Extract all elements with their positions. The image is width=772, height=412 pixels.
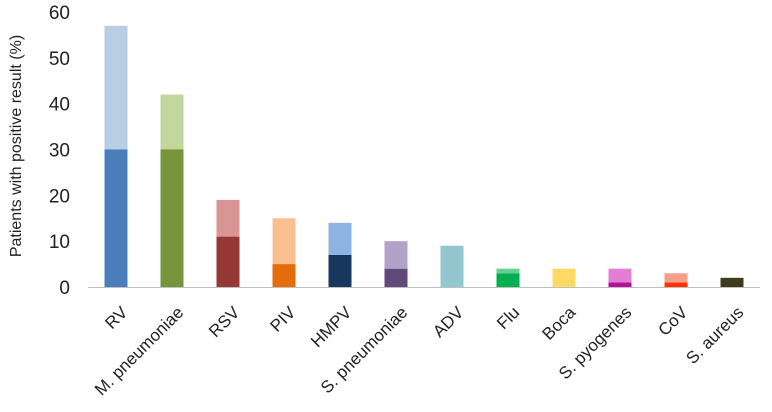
x-tick-label: CoV <box>654 302 691 339</box>
bar-segment <box>608 268 632 283</box>
y-tick-label: 30 <box>49 141 70 162</box>
x-tick-label: RSV <box>205 302 244 341</box>
bar-segment <box>104 25 128 150</box>
bar-segment <box>104 149 128 287</box>
bar-segment <box>496 268 520 274</box>
y-axis-label: Patients with positive result (%) <box>8 35 25 257</box>
bars <box>104 25 744 287</box>
bar-segment <box>384 268 408 287</box>
y-tick-label: 60 <box>49 3 70 24</box>
bar-segment <box>552 268 576 287</box>
x-tick-label: RV <box>101 302 131 332</box>
x-tick-label: S. aureus <box>682 303 747 368</box>
bar-segment <box>160 94 184 150</box>
x-tick-label: Boca <box>538 302 579 343</box>
bar-segment <box>216 236 240 287</box>
y-tick-label: 20 <box>49 186 70 207</box>
bar-segment <box>664 282 688 287</box>
bar-segment <box>328 254 352 287</box>
bar-segment <box>608 282 632 287</box>
bar-segment <box>328 222 352 255</box>
bar-segment <box>384 241 408 269</box>
y-tick-label: 50 <box>49 49 70 70</box>
bar-segment <box>272 218 296 265</box>
bar-segment <box>216 199 240 237</box>
bar-segment <box>272 264 296 287</box>
y-axis: 0 10 20 30 40 50 60 <box>49 3 70 299</box>
bar-segment <box>496 273 520 287</box>
bar-segment <box>440 245 464 287</box>
x-tick-label: HMPV <box>307 302 356 351</box>
bar-segment <box>160 149 184 287</box>
y-tick-label: 0 <box>59 278 70 299</box>
bar-segment <box>720 277 744 287</box>
y-tick-label: 40 <box>49 95 70 116</box>
x-tick-label: ADV <box>429 302 468 341</box>
x-tick-label: Flu <box>493 303 523 333</box>
bar-segment <box>664 273 688 283</box>
y-tick-label: 10 <box>49 232 70 253</box>
x-tick-label: PIV <box>266 302 299 335</box>
